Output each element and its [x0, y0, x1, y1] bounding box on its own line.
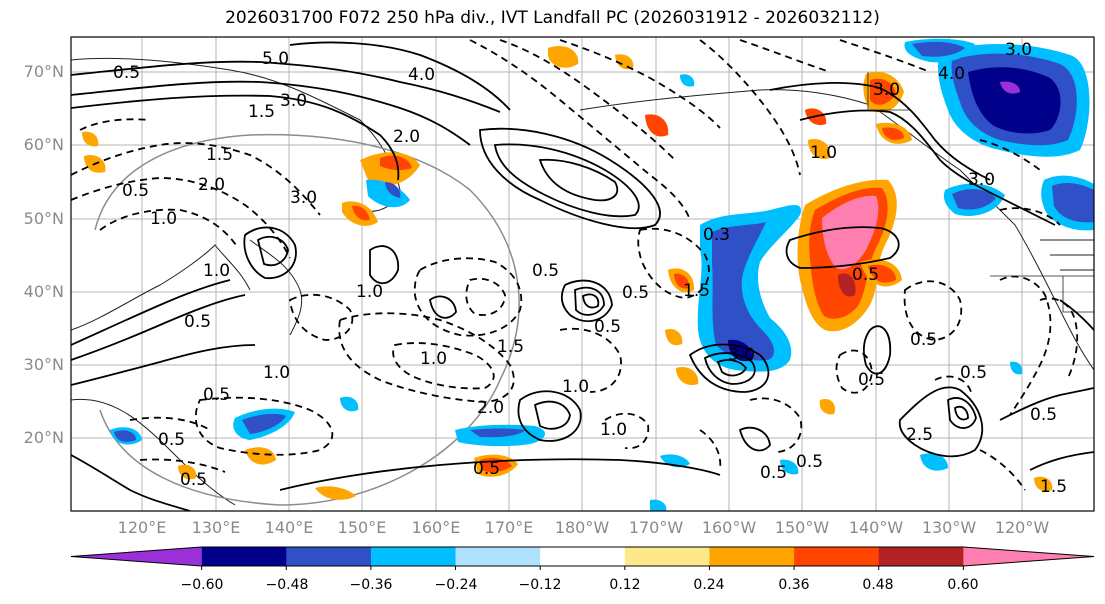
colorbar-tick: −0.48: [265, 577, 309, 593]
colorbar-segment: [455, 547, 541, 566]
svg-text:0.5: 0.5: [910, 330, 937, 350]
colorbar-tick: 0.24: [693, 577, 725, 593]
svg-text:2.0: 2.0: [477, 398, 504, 418]
svg-text:0.5: 0.5: [180, 470, 207, 490]
range-ring: [94, 133, 520, 506]
svg-text:0.5: 0.5: [113, 63, 140, 83]
svg-text:0.5: 0.5: [858, 370, 885, 390]
colorbar-tick: −0.12: [518, 577, 562, 593]
lat-label-70n: 70°N: [23, 62, 64, 81]
svg-text:1.0: 1.0: [356, 282, 383, 302]
colorbar-extend-max: [963, 547, 1094, 566]
borders: [867, 72, 1094, 313]
svg-text:1.0: 1.0: [810, 143, 837, 163]
colorbar-segment: [878, 547, 964, 566]
lat-label-30n: 30°N: [23, 355, 64, 374]
lat-label-60n: 60°N: [23, 135, 64, 154]
svg-text:3.0: 3.0: [1005, 40, 1032, 60]
lon-label-120w: 120°W: [994, 518, 1050, 537]
svg-text:1.0: 1.0: [420, 349, 447, 369]
svg-text:1.5: 1.5: [206, 145, 233, 165]
colorbar-segment: [370, 547, 457, 566]
svg-text:0.5: 0.5: [473, 459, 500, 479]
svg-text:0.5: 0.5: [852, 265, 879, 285]
colorbar-segment: [286, 547, 372, 566]
svg-text:4.0: 4.0: [408, 65, 435, 85]
svg-text:1.5: 1.5: [248, 102, 275, 122]
lat-label-40n: 40°N: [23, 282, 64, 301]
svg-text:0.5: 0.5: [960, 363, 987, 383]
colorbar: [70, 546, 1095, 570]
colorbar-tick: 0.60: [947, 577, 979, 593]
svg-text:1.0: 1.0: [263, 363, 290, 383]
svg-text:3.0: 3.0: [290, 188, 317, 208]
svg-text:0.5: 0.5: [184, 312, 211, 332]
colorbar-segment: [624, 547, 710, 566]
svg-text:5.0: 5.0: [262, 49, 289, 69]
svg-text:0.3: 0.3: [703, 225, 730, 245]
lon-label-130e: 130°E: [191, 518, 241, 537]
svg-text:1.5: 1.5: [497, 337, 524, 357]
svg-text:1.0: 1.0: [203, 261, 230, 281]
svg-text:3.0: 3.0: [873, 80, 900, 100]
colorbar-segment: [540, 547, 626, 566]
colorbar-tick: −0.60: [180, 577, 224, 593]
svg-text:3.0: 3.0: [280, 91, 307, 111]
svg-text:0.5: 0.5: [122, 181, 149, 201]
lat-label-50n: 50°N: [23, 209, 64, 228]
map-title: 2026031700 F072 250 hPa div., IVT Landfa…: [225, 8, 880, 28]
colorbar-segment: [709, 547, 795, 566]
svg-text:1.0: 1.0: [600, 420, 627, 440]
lon-label-150w: 150°W: [774, 518, 830, 537]
lat-label-20n: 20°N: [23, 428, 64, 447]
lon-label-170e: 170°E: [484, 518, 534, 537]
svg-text:0.5: 0.5: [158, 430, 185, 450]
svg-text:1.5: 1.5: [683, 281, 710, 301]
svg-text:0.5: 0.5: [622, 283, 649, 303]
svg-text:0.5: 0.5: [594, 317, 621, 337]
lon-label-130w: 130°W: [921, 518, 977, 537]
lon-label-170w: 170°W: [628, 518, 684, 537]
dashed-contours: [71, 39, 1079, 491]
colorbar-extend-min: [71, 547, 202, 566]
colorbar-tick: −0.24: [434, 577, 478, 593]
colorbar-segment: [201, 547, 287, 566]
lon-label-160w: 160°W: [701, 518, 757, 537]
svg-text:2.5: 2.5: [906, 425, 933, 445]
svg-text:0.5: 0.5: [760, 463, 787, 483]
divergence-shading: [82, 38, 1094, 511]
svg-text:0.5: 0.5: [203, 385, 230, 405]
svg-text:3.0: 3.0: [968, 170, 995, 190]
lon-label-180w: 180°W: [554, 518, 610, 537]
colorbar-tick: 0.12: [609, 577, 641, 593]
map-frame: [70, 36, 1095, 512]
svg-text:0.5: 0.5: [796, 452, 823, 472]
svg-text:0.5: 0.5: [532, 261, 559, 281]
svg-text:1.0: 1.0: [150, 209, 177, 229]
svg-text:2.0: 2.0: [393, 127, 420, 147]
svg-text:4.0: 4.0: [938, 64, 965, 84]
lon-label-140w: 140°W: [848, 518, 904, 537]
colorbar-tick: 0.48: [862, 577, 894, 593]
svg-text:3.0: 3.0: [728, 345, 755, 365]
colorbar-tick: −0.36: [349, 577, 393, 593]
contour-labels: 5.0 3.0 1.5 0.5 4.0 2.0 1.0 0.5 1.5 2.0 …: [113, 40, 1067, 497]
lon-label-150e: 150°E: [337, 518, 387, 537]
lon-label-140e: 140°E: [264, 518, 314, 537]
svg-text:0.5: 0.5: [1030, 405, 1057, 425]
svg-text:2.0: 2.0: [198, 175, 225, 195]
lon-label-120e: 120°E: [117, 518, 167, 537]
colorbar-tick: 0.36: [778, 577, 810, 593]
svg-text:1.0: 1.0: [562, 377, 589, 397]
svg-text:1.5: 1.5: [1040, 477, 1067, 497]
colorbar-segment: [794, 547, 880, 566]
lon-label-160e: 160°E: [411, 518, 461, 537]
